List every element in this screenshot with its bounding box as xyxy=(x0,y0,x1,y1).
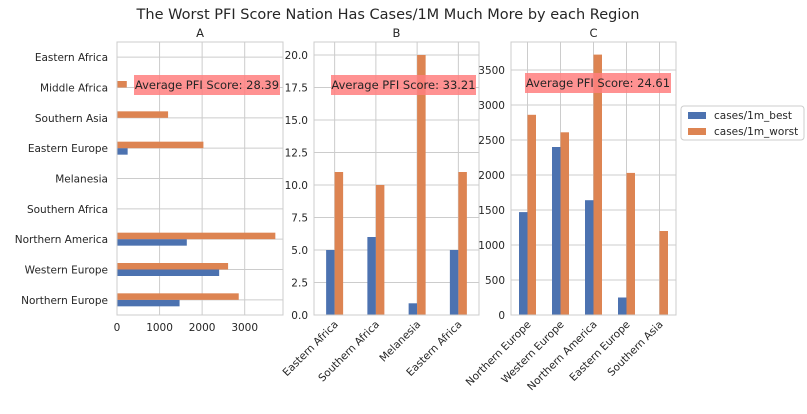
legend-frame xyxy=(680,105,805,141)
y-tick-label: 2.5 xyxy=(291,278,308,290)
y-tick-label: Middle Africa xyxy=(40,83,108,95)
legend: cases/1m_best cases/1m_worst xyxy=(680,105,805,141)
panels: 0 1000 2000 3000 Northern Europe Western Euro… xyxy=(15,26,677,393)
y-tick-label: 17.5 xyxy=(285,83,308,95)
annotation-text: Average PFI Score: 33.21 xyxy=(331,78,475,92)
bar-worst xyxy=(375,185,385,315)
y-tick-label: 7.5 xyxy=(291,213,308,225)
bar-worst xyxy=(458,172,467,315)
axes-frame xyxy=(510,41,677,316)
bar-best xyxy=(326,250,335,315)
bar-best xyxy=(618,297,627,315)
axes-frame xyxy=(313,41,480,316)
y-tick-label: 2000 xyxy=(478,170,505,182)
panel-title: B xyxy=(393,26,401,40)
x-tick-label: 0 xyxy=(114,322,121,334)
y-tick-label: 12.5 xyxy=(285,148,308,160)
annotation-text: Average PFI Score: 28.39 xyxy=(135,78,279,92)
y-tick-label: 500 xyxy=(485,275,505,287)
y-tick-label: 10.0 xyxy=(285,180,308,192)
x-tick-label: 1000 xyxy=(146,322,173,334)
y-tick-label: Southern Africa xyxy=(27,204,108,216)
y-tick-label: Western Europe xyxy=(25,265,108,277)
y-tick-label: Melanesia xyxy=(55,174,108,186)
bar-worst xyxy=(117,293,239,300)
x-tick-label: 3000 xyxy=(231,322,258,334)
annotation-box xyxy=(134,75,280,95)
legend-label-worst: cases/1m_worst xyxy=(714,126,798,138)
bar-worst xyxy=(417,55,426,315)
panel-B: 0.02.55.07.510.012.515.017.520.0Eastern … xyxy=(281,26,480,384)
bar-worst xyxy=(659,231,668,315)
y-tick-label: 2500 xyxy=(478,135,505,147)
bar-best xyxy=(367,237,376,315)
y-tick-label: Eastern Africa xyxy=(35,52,108,64)
bar-worst xyxy=(593,54,602,315)
bar-best xyxy=(117,148,128,155)
y-tick-label: 0 xyxy=(498,310,505,322)
annotation-box xyxy=(525,73,671,93)
y-tick-label: 3500 xyxy=(478,65,505,77)
y-tick-label: 3000 xyxy=(478,100,505,112)
y-tick-label: 1000 xyxy=(478,240,505,252)
bar-best xyxy=(449,250,459,315)
bar-worst xyxy=(334,172,344,315)
figure-title: The Worst PFI Score Nation Has Cases/1M … xyxy=(136,7,640,23)
bar-best xyxy=(117,239,187,246)
y-tick-label: 20.0 xyxy=(285,50,308,62)
panel-title: A xyxy=(196,26,204,40)
y-tick-label: Eastern Europe xyxy=(28,143,108,155)
y-tick-label: 0.0 xyxy=(291,310,308,322)
bar-best xyxy=(117,269,220,276)
y-tick-label: Southern Asia xyxy=(35,113,108,125)
annotation-text: Average PFI Score: 24.61 xyxy=(526,76,670,90)
panel-A: 0 1000 2000 3000 Northern Europe Western Euro… xyxy=(15,26,284,334)
bar-worst xyxy=(560,132,569,315)
bar-worst xyxy=(626,172,635,315)
y-tick-label: 5.0 xyxy=(291,245,308,257)
bar-worst xyxy=(117,111,169,118)
legend-label-best: cases/1m_best xyxy=(714,110,792,122)
bar-worst xyxy=(527,114,536,315)
y-tick-label: 15.0 xyxy=(285,115,308,127)
bar-worst xyxy=(117,263,229,270)
bar-best xyxy=(117,299,180,307)
legend-swatch-best xyxy=(688,112,706,119)
bar-worst xyxy=(117,141,204,149)
panel-title: C xyxy=(589,26,597,40)
legend-swatch-worst xyxy=(688,128,706,135)
y-tick-label: Northern Europe xyxy=(21,295,108,307)
bar-worst xyxy=(117,81,127,88)
axes-frame xyxy=(116,41,284,316)
x-tick-label: 2000 xyxy=(189,322,216,334)
y-tick-label: 1500 xyxy=(478,205,505,217)
bar-best xyxy=(408,303,418,315)
bar-best xyxy=(519,212,528,315)
annotation-box xyxy=(331,75,476,95)
y-tick-label: Northern America xyxy=(15,234,108,246)
bar-best xyxy=(585,200,594,315)
bar-best xyxy=(552,147,561,315)
bar-worst xyxy=(117,232,276,240)
x-tick-label: Eastern Europe xyxy=(567,319,632,384)
